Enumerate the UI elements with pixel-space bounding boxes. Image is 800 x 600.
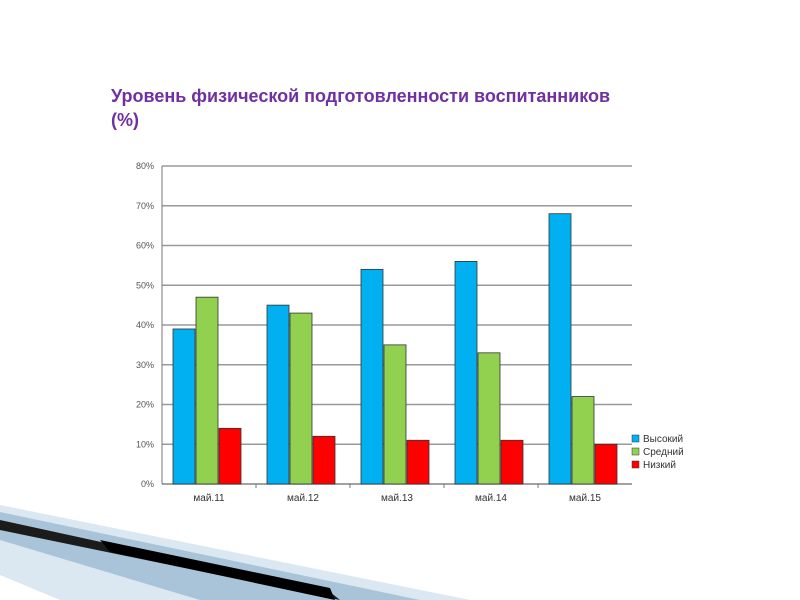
y-tick-label: 40% — [136, 320, 154, 330]
x-tick-label: май.12 — [287, 493, 319, 504]
bar — [406, 439, 430, 485]
y-tick-label: 30% — [136, 360, 154, 370]
bar — [477, 352, 501, 485]
chart-title-line-2: (%) — [111, 110, 139, 130]
legend-label: Низкий — [643, 460, 676, 471]
y-tick-label: 10% — [136, 439, 154, 449]
chart-title-line-1: Уровень физической подготовленности восп… — [111, 86, 611, 106]
bar — [218, 427, 242, 485]
bar — [454, 260, 478, 485]
bar — [594, 443, 618, 485]
x-tick-label: май.15 — [569, 493, 601, 504]
chart-title: Уровень физической подготовленности восп… — [111, 84, 711, 132]
legend-label: Средний — [643, 447, 684, 458]
plot-area: 0% 10% 20% 30% 40% 50% 60% 70% 80% май.11 май.12 ма… — [136, 161, 632, 504]
x-tick-label: май.11 — [193, 493, 225, 504]
bar — [571, 396, 595, 485]
bar — [289, 312, 313, 485]
y-tick-label: 50% — [136, 280, 154, 290]
bar — [312, 435, 336, 485]
bar — [195, 296, 219, 485]
y-tick-label: 80% — [136, 161, 154, 171]
y-tick-label: 70% — [136, 201, 154, 211]
x-tick-label: май.14 — [475, 493, 507, 504]
decorative-stripes — [0, 505, 470, 600]
legend-label: Высокий — [643, 434, 683, 445]
y-tick-label: 0% — [141, 479, 154, 489]
legend: Высокий Средний Низкий — [631, 434, 684, 471]
bar — [360, 268, 384, 485]
bar — [548, 213, 572, 485]
bar — [383, 344, 407, 485]
legend-swatch — [631, 434, 640, 443]
bar — [266, 304, 290, 485]
bar — [500, 439, 524, 485]
x-tick-label: май.13 — [381, 493, 413, 504]
y-tick-label: 60% — [136, 241, 154, 251]
legend-swatch — [631, 447, 640, 456]
y-tick-label: 20% — [136, 400, 154, 410]
bar — [172, 328, 196, 485]
legend-swatch — [631, 460, 640, 469]
